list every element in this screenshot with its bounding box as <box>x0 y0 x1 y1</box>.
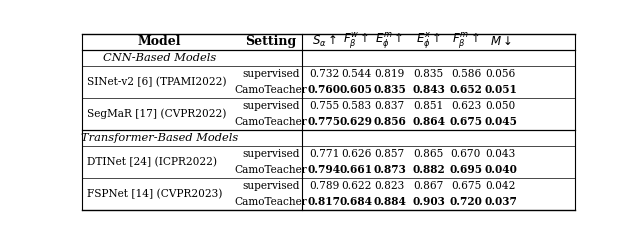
Text: 0.775: 0.775 <box>308 116 340 127</box>
Text: 0.903: 0.903 <box>412 196 445 207</box>
Text: 0.755: 0.755 <box>309 101 339 111</box>
Text: $E_{\phi}^{m}\uparrow$: $E_{\phi}^{m}\uparrow$ <box>375 32 404 51</box>
Text: 0.856: 0.856 <box>373 116 406 127</box>
Text: 0.042: 0.042 <box>485 181 516 191</box>
Text: CamoTeacher: CamoTeacher <box>235 165 307 175</box>
Text: supervised: supervised <box>242 101 300 111</box>
Text: $E_{\phi}^{x}\uparrow$: $E_{\phi}^{x}\uparrow$ <box>416 32 441 51</box>
Text: 0.835: 0.835 <box>373 84 406 95</box>
Text: 0.823: 0.823 <box>374 181 404 191</box>
Text: 0.857: 0.857 <box>374 149 404 159</box>
Text: 0.043: 0.043 <box>486 149 516 159</box>
Text: 0.670: 0.670 <box>451 149 481 159</box>
Text: 0.586: 0.586 <box>451 69 481 79</box>
Text: 0.037: 0.037 <box>484 196 517 207</box>
Text: 0.867: 0.867 <box>413 181 444 191</box>
Text: 0.675: 0.675 <box>451 181 481 191</box>
Text: CamoTeacher: CamoTeacher <box>235 117 307 127</box>
Text: 0.040: 0.040 <box>484 164 517 175</box>
Text: SegMaR [17] (CVPR2022): SegMaR [17] (CVPR2022) <box>88 108 227 119</box>
Text: $F_{\beta}^{w}\uparrow$: $F_{\beta}^{w}\uparrow$ <box>343 32 369 51</box>
Text: 0.661: 0.661 <box>340 164 373 175</box>
Text: 0.864: 0.864 <box>412 116 445 127</box>
Text: 0.760: 0.760 <box>308 84 340 95</box>
Text: 0.794: 0.794 <box>307 164 340 175</box>
Text: 0.544: 0.544 <box>341 69 371 79</box>
Text: CNN-Based Models: CNN-Based Models <box>103 53 216 63</box>
Text: 0.851: 0.851 <box>413 101 444 111</box>
Text: 0.873: 0.873 <box>373 164 406 175</box>
Text: 0.771: 0.771 <box>309 149 339 159</box>
Text: 0.819: 0.819 <box>374 69 404 79</box>
Text: FSPNet [14] (CVPR2023): FSPNet [14] (CVPR2023) <box>88 189 223 199</box>
Text: 0.605: 0.605 <box>340 84 372 95</box>
Text: $F_{\beta}^{m}\uparrow$: $F_{\beta}^{m}\uparrow$ <box>452 32 480 51</box>
Text: 0.695: 0.695 <box>449 164 483 175</box>
Text: Transformer-Based Models: Transformer-Based Models <box>81 133 238 143</box>
Text: 0.652: 0.652 <box>449 84 483 95</box>
Text: 0.675: 0.675 <box>449 116 483 127</box>
Text: 0.720: 0.720 <box>449 196 483 207</box>
Text: supervised: supervised <box>242 149 300 159</box>
Text: 0.626: 0.626 <box>341 149 371 159</box>
Text: 0.817: 0.817 <box>308 196 340 207</box>
Text: 0.045: 0.045 <box>484 116 517 127</box>
Text: 0.865: 0.865 <box>413 149 444 159</box>
Text: 0.056: 0.056 <box>486 69 516 79</box>
Text: 0.835: 0.835 <box>413 69 444 79</box>
Text: Model: Model <box>138 35 181 48</box>
Text: supervised: supervised <box>242 181 300 191</box>
Text: 0.051: 0.051 <box>484 84 517 95</box>
Text: SINet-v2 [6] (TPAMI2022): SINet-v2 [6] (TPAMI2022) <box>88 76 227 87</box>
Text: supervised: supervised <box>242 69 300 79</box>
Text: CamoTeacher: CamoTeacher <box>235 85 307 95</box>
Text: $S_{\alpha}\uparrow$: $S_{\alpha}\uparrow$ <box>312 34 337 49</box>
Text: DTINet [24] (ICPR2022): DTINet [24] (ICPR2022) <box>88 157 218 167</box>
Text: 0.882: 0.882 <box>412 164 445 175</box>
Text: 0.050: 0.050 <box>486 101 516 111</box>
Text: Setting: Setting <box>245 35 296 48</box>
Text: CamoTeacher: CamoTeacher <box>235 197 307 207</box>
Text: 0.583: 0.583 <box>341 101 371 111</box>
Text: 0.684: 0.684 <box>340 196 372 207</box>
Text: 0.732: 0.732 <box>309 69 339 79</box>
Text: 0.884: 0.884 <box>373 196 406 207</box>
Text: 0.629: 0.629 <box>340 116 372 127</box>
Text: 0.623: 0.623 <box>451 101 481 111</box>
Text: 0.843: 0.843 <box>412 84 445 95</box>
Text: 0.622: 0.622 <box>341 181 371 191</box>
Text: 0.789: 0.789 <box>309 181 339 191</box>
Text: $M\downarrow$: $M\downarrow$ <box>490 35 511 48</box>
Text: 0.837: 0.837 <box>374 101 404 111</box>
